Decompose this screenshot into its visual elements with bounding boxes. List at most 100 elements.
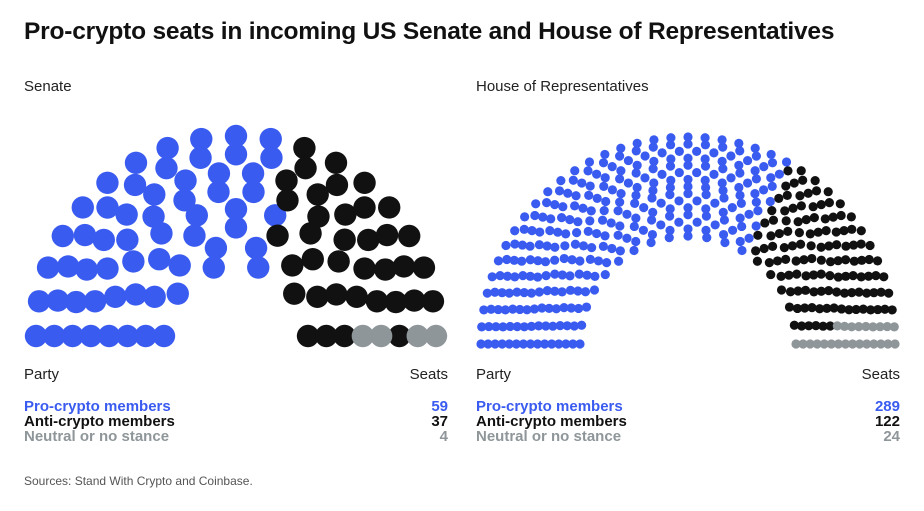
house-seat-anti bbox=[783, 226, 793, 236]
house-seat-anti bbox=[768, 215, 779, 225]
house-seat-anti bbox=[798, 175, 808, 185]
senate-seat-pro bbox=[155, 156, 178, 180]
house-seat-neutral bbox=[883, 339, 893, 349]
senate-seat-pro bbox=[97, 324, 121, 348]
house-seat-pro bbox=[592, 193, 602, 203]
house-seat-neutral bbox=[832, 321, 842, 331]
house-seat-pro bbox=[557, 287, 567, 297]
senate-seat-anti bbox=[378, 196, 401, 219]
house-seat-anti bbox=[808, 202, 818, 212]
house-seat-pro bbox=[665, 140, 676, 150]
house-seat-pro bbox=[718, 185, 728, 196]
house-neutral-label: Neutral or no stance bbox=[476, 428, 622, 445]
senate-parliament-chart bbox=[24, 124, 448, 348]
house-seat-pro bbox=[540, 257, 551, 267]
house-seat-anti bbox=[820, 214, 830, 224]
senate-seat-anti bbox=[345, 285, 368, 308]
senate-seat-pro bbox=[143, 285, 166, 309]
house-seat-pro bbox=[518, 271, 528, 281]
house-seat-pro bbox=[550, 242, 560, 252]
house-seat-pro bbox=[683, 210, 693, 220]
house-seat-anti bbox=[825, 321, 835, 331]
house-seat-pro bbox=[692, 167, 702, 178]
house-seat-anti bbox=[800, 303, 810, 313]
house-seat-anti bbox=[876, 287, 886, 297]
senate-seat-pro bbox=[96, 171, 119, 194]
senate-seat-pro bbox=[116, 228, 139, 251]
senate-anti-label: Anti-crypto members bbox=[24, 413, 175, 430]
house-seat-anti bbox=[836, 304, 847, 314]
house-seat-pro bbox=[683, 231, 693, 241]
house-seat-neutral bbox=[876, 339, 886, 349]
house-seat-pro bbox=[683, 224, 693, 234]
house-seat-pro bbox=[615, 174, 625, 184]
senate-seat-pro bbox=[241, 162, 265, 185]
house-seat-pro bbox=[484, 321, 494, 332]
house-seat-anti bbox=[816, 255, 826, 265]
senate-seat-pro bbox=[124, 283, 147, 306]
house-seat-pro bbox=[649, 178, 659, 188]
house-seat-pro bbox=[517, 240, 528, 250]
senate-seat-anti bbox=[299, 222, 322, 245]
house-seat-anti bbox=[847, 224, 857, 234]
senate-seat-anti bbox=[388, 324, 411, 348]
house-seat-pro bbox=[649, 135, 659, 145]
senate-seat-anti bbox=[403, 289, 426, 312]
house-seat-pro bbox=[774, 169, 784, 179]
senate-seat-anti bbox=[398, 224, 421, 248]
house-legend-anti: Anti-crypto members 122 bbox=[476, 413, 900, 430]
house-seat-pro bbox=[550, 200, 560, 210]
house-seat-pro bbox=[766, 173, 776, 183]
house-seat-pro bbox=[508, 304, 518, 314]
senate-seat-pro bbox=[116, 324, 139, 348]
house-seat-anti bbox=[801, 214, 811, 225]
senate-seat-anti bbox=[353, 257, 376, 280]
house-seat-anti bbox=[824, 198, 834, 208]
senate-seat-anti bbox=[375, 223, 399, 247]
house-seat-anti bbox=[768, 241, 778, 251]
house-seat-pro bbox=[498, 322, 508, 332]
house-seat-pro bbox=[583, 166, 593, 176]
senate-seat-neutral bbox=[369, 324, 393, 348]
house-seat-pro bbox=[568, 175, 578, 185]
house-seat-pro bbox=[631, 213, 641, 223]
senate-seat-neutral bbox=[424, 324, 448, 348]
house-seat-anti bbox=[776, 285, 787, 295]
house-seat-anti bbox=[836, 210, 846, 221]
house-seat-pro bbox=[550, 255, 560, 265]
house-seat-pro bbox=[647, 215, 657, 225]
senate-seat-anti bbox=[281, 254, 304, 277]
senate-seat-pro bbox=[264, 204, 287, 227]
senate-seat-pro bbox=[124, 151, 148, 174]
house-seat-pro bbox=[737, 245, 747, 256]
house-seat-neutral bbox=[791, 339, 801, 349]
house-seat-pro bbox=[767, 181, 777, 191]
senate-seat-anti bbox=[324, 151, 348, 174]
house-seat-pro bbox=[482, 288, 492, 298]
house-seat-anti bbox=[821, 226, 831, 236]
house-seat-pro bbox=[734, 160, 744, 170]
house-seat-pro bbox=[533, 272, 543, 282]
house-seat-pro bbox=[585, 181, 595, 191]
house-seat-pro bbox=[556, 176, 566, 186]
house-seat-pro bbox=[529, 304, 540, 314]
house-seat-pro bbox=[598, 158, 609, 168]
house-seat-pro bbox=[562, 321, 572, 331]
house-seats-header: Seats bbox=[861, 366, 900, 383]
house-seat-pro bbox=[559, 253, 569, 264]
house-seat-neutral bbox=[868, 322, 878, 332]
house-seat-pro bbox=[534, 321, 544, 331]
house-seat-anti bbox=[858, 304, 868, 314]
senate-seat-pro bbox=[123, 173, 147, 197]
house-seat-pro bbox=[736, 198, 746, 208]
senate-legend-pro: Pro-crypto members 59 bbox=[24, 398, 448, 415]
house-seat-anti bbox=[810, 176, 820, 186]
house-seat-anti bbox=[872, 256, 883, 266]
senate-seat-pro bbox=[224, 216, 248, 239]
house-seat-pro bbox=[632, 182, 642, 193]
house-seat-anti bbox=[856, 226, 866, 236]
house-seat-anti bbox=[793, 217, 803, 227]
house-seat-pro bbox=[547, 339, 557, 349]
house-seat-pro bbox=[615, 197, 625, 207]
house-seat-anti bbox=[766, 269, 776, 280]
